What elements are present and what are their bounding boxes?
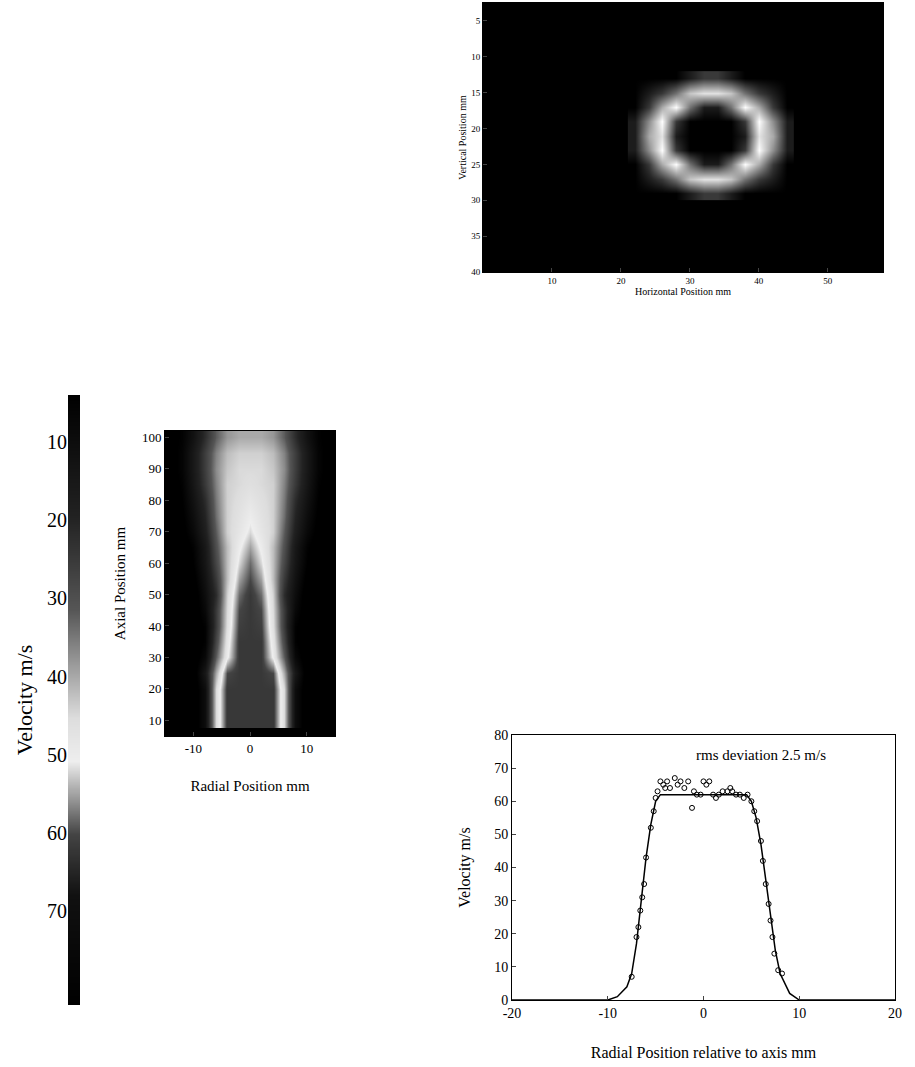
svg-text:40: 40 [471,267,481,277]
svg-text:-10: -10 [598,1006,617,1021]
svg-text:Horizontal Position mm: Horizontal Position mm [635,286,731,297]
svg-text:40: 40 [494,860,508,875]
svg-text:30: 30 [148,650,161,665]
svg-text:15: 15 [471,88,481,98]
svg-text:80: 80 [148,493,161,508]
svg-text:30: 30 [47,587,67,609]
svg-text:90: 90 [148,461,161,476]
svg-text:20: 20 [47,509,67,531]
svg-text:-10: -10 [185,741,202,756]
svg-text:Radial Position relative to ax: Radial Position relative to axis mm [591,1044,817,1061]
svg-text:20: 20 [888,1006,902,1021]
svg-text:30: 30 [685,276,695,286]
svg-text:40: 40 [754,276,764,286]
svg-text:30: 30 [471,195,481,205]
svg-text:60: 60 [47,822,67,844]
svg-text:-20: -20 [503,1006,522,1021]
svg-text:0: 0 [501,993,508,1008]
svg-text:10: 10 [494,960,508,975]
svg-text:10: 10 [471,52,481,62]
svg-text:Axial Position mm: Axial Position mm [112,526,128,640]
svg-text:10: 10 [148,713,161,728]
svg-text:20: 20 [616,276,626,286]
svg-text:50: 50 [47,744,67,766]
svg-text:Radial Position mm: Radial Position mm [190,778,310,794]
svg-text:70: 70 [494,761,508,776]
svg-text:100: 100 [142,430,162,445]
svg-text:70: 70 [148,524,161,539]
svg-text:10: 10 [300,741,313,756]
svg-text:50: 50 [823,276,833,286]
svg-text:10: 10 [792,1006,806,1021]
svg-text:60: 60 [148,556,161,571]
svg-text:35: 35 [471,231,481,241]
svg-text:20: 20 [148,681,161,696]
svg-text:25: 25 [471,160,481,170]
svg-text:40: 40 [47,666,67,688]
svg-text:Velocity m/s: Velocity m/s [456,827,474,907]
svg-text:50: 50 [494,827,508,842]
svg-text:30: 30 [494,894,508,909]
svg-text:80: 80 [494,728,508,743]
svg-text:0: 0 [700,1006,707,1021]
svg-text:60: 60 [494,794,508,809]
svg-text:0: 0 [247,741,254,756]
svg-text:40: 40 [148,619,161,634]
svg-text:20: 20 [494,927,508,942]
svg-text:20: 20 [471,124,481,134]
svg-text:rms deviation 2.5 m/s: rms deviation 2.5 m/s [696,747,826,763]
svg-text:10: 10 [547,276,557,286]
svg-text:Vertical Position mm: Vertical Position mm [457,95,468,180]
svg-text:10: 10 [47,431,67,453]
svg-text:Velocity m/s: Velocity m/s [12,645,37,756]
svg-text:5: 5 [476,16,481,26]
svg-text:70: 70 [47,900,67,922]
svg-text:50: 50 [148,587,161,602]
